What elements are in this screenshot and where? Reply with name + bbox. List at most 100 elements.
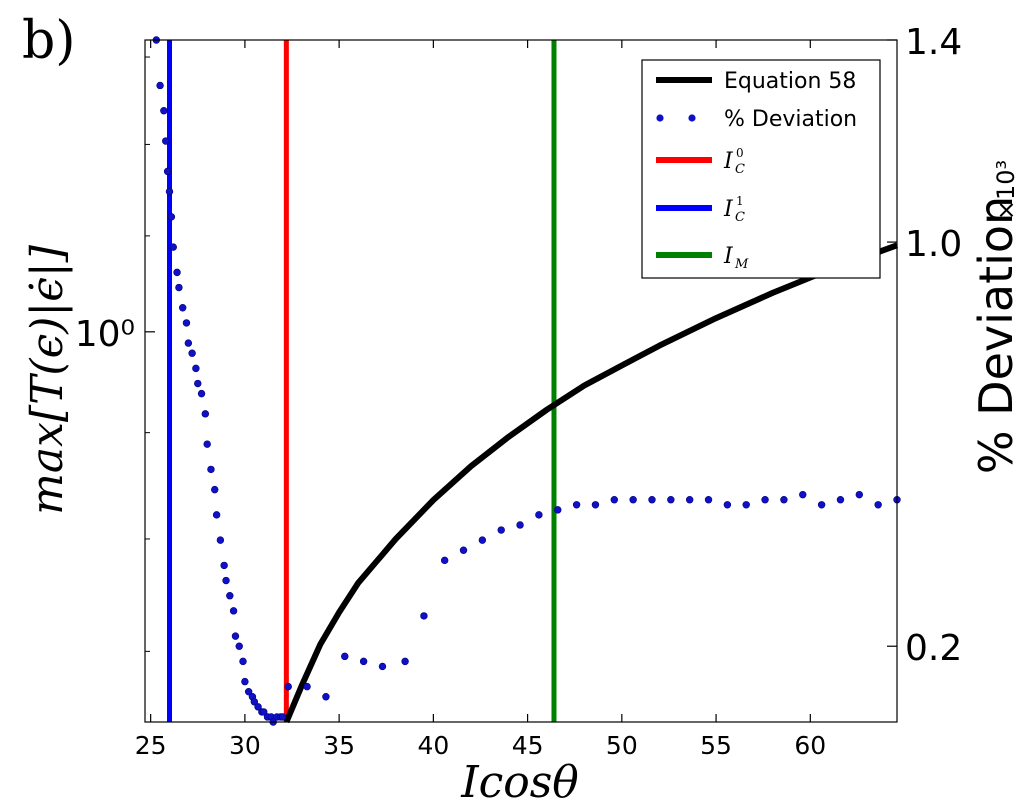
- deviation-point: [169, 243, 177, 251]
- deviation-point: [855, 490, 864, 499]
- deviation-point: [359, 657, 368, 666]
- deviation-point: [192, 364, 200, 373]
- deviation-point: [220, 561, 228, 570]
- deviation-point: [761, 496, 769, 504]
- deviation-point: [836, 496, 845, 504]
- deviation-point: [194, 379, 202, 388]
- legend-label-sup: 1: [736, 194, 744, 208]
- deviation-point: [156, 81, 164, 90]
- deviation-point: [229, 607, 238, 615]
- deviation-point: [723, 501, 732, 509]
- deviation-point: [160, 107, 168, 115]
- deviation-point: [667, 496, 675, 504]
- deviation-point: [203, 440, 211, 448]
- reference-lines: [167, 40, 557, 722]
- legend-label-sup: 0: [736, 146, 744, 160]
- deviation-point: [162, 137, 170, 145]
- legend-box: [641, 59, 881, 279]
- legend-label: Equation 58: [724, 69, 856, 94]
- deviation-point: [535, 511, 543, 519]
- deviation-point: [226, 592, 234, 600]
- deviation-point: [197, 389, 206, 398]
- deviation-point: [178, 304, 187, 312]
- deviation-point: [184, 339, 193, 347]
- legend-swatch-dot: [656, 114, 664, 122]
- x-tick-label: 45: [512, 731, 544, 760]
- legend-label: I: [723, 244, 734, 269]
- x-tick-label: 60: [794, 731, 826, 760]
- deviation-point: [211, 485, 219, 494]
- legend-label: % Deviation: [724, 107, 857, 132]
- deviation-point: [231, 632, 240, 640]
- equation-58-line: [283, 242, 899, 724]
- deviation-point: [648, 496, 656, 504]
- legend-label-sub: C: [735, 162, 745, 177]
- deviation-point: [799, 490, 807, 499]
- deviation-point: [241, 677, 249, 686]
- deviation-point: [207, 465, 215, 474]
- legend-label: I: [723, 149, 734, 174]
- deviation-point: [341, 652, 349, 661]
- plot-frame: [144, 39, 898, 723]
- deviation-point: [167, 213, 176, 221]
- legend-swatch-dot: [688, 114, 696, 122]
- deviation-point: [685, 496, 694, 504]
- deviation-point: [440, 556, 449, 565]
- deviation-point: [554, 506, 562, 514]
- legend-label: I: [723, 197, 734, 222]
- y-right-axis-ticks: 0.2 1.0 1.4: [887, 22, 962, 669]
- deviation-point: [572, 501, 581, 509]
- deviation-point: [278, 713, 287, 721]
- x-axis-label: Icosθ: [460, 757, 579, 808]
- deviation-point: [201, 410, 210, 418]
- legend-label-sub: C: [735, 210, 745, 225]
- deviation-point: [459, 546, 468, 554]
- deviation-point: [401, 657, 409, 666]
- deviation-point: [175, 283, 183, 292]
- deviation-point: [163, 167, 172, 176]
- deviation-point: [610, 496, 618, 504]
- x-tick-label: 35: [323, 731, 355, 760]
- deviation-point: [742, 501, 750, 509]
- deviation-point: [188, 349, 196, 357]
- x-axis-ticks: 25 30 35 40 45 50 55 60: [135, 40, 826, 760]
- y-right-axis-label: % Deviation: [969, 196, 1023, 474]
- x-tick-label: 40: [417, 731, 449, 760]
- equation-58-series: [283, 242, 899, 724]
- deviation-point: [420, 612, 428, 620]
- x-tick-label: 30: [229, 731, 261, 760]
- deviation-point: [239, 657, 247, 666]
- deviation-point: [182, 319, 191, 327]
- y-right-tick-label: 0.2: [905, 628, 962, 669]
- deviation-point: [244, 687, 253, 696]
- deviation-point: [817, 501, 826, 509]
- deviation-point: [173, 268, 181, 277]
- deviation-point: [780, 496, 788, 504]
- x-tick-label: 25: [135, 731, 167, 760]
- deviation-point: [260, 708, 268, 716]
- y-right-tick-label: 1.4: [905, 22, 962, 63]
- deviation-point: [303, 682, 311, 691]
- panel-label: b): [22, 11, 76, 71]
- deviation-point: [250, 698, 259, 706]
- deviation-point: [254, 703, 262, 711]
- deviation-point: [591, 501, 600, 509]
- deviation-point: [284, 682, 292, 691]
- deviation-point: [629, 496, 637, 504]
- deviation-point: [516, 521, 524, 529]
- y-left-tick-label: 10⁰: [75, 314, 135, 355]
- deviation-point: [222, 576, 230, 585]
- deviation-point: [212, 511, 221, 519]
- y-right-axis-multiplier: ×10³: [992, 160, 1020, 220]
- y-left-axis-ticks: 10⁰: [75, 56, 155, 652]
- legend-label-sub: M: [734, 257, 749, 272]
- deviation-point: [478, 536, 487, 544]
- deviation-point: [322, 693, 330, 701]
- percent-deviation-series: [152, 36, 901, 726]
- deviation-point: [497, 526, 505, 534]
- deviation-point: [704, 496, 713, 504]
- deviation-point: [216, 536, 225, 544]
- y-left-axis-label: max[T(ϵ)|ϵ̇|]: [22, 244, 73, 515]
